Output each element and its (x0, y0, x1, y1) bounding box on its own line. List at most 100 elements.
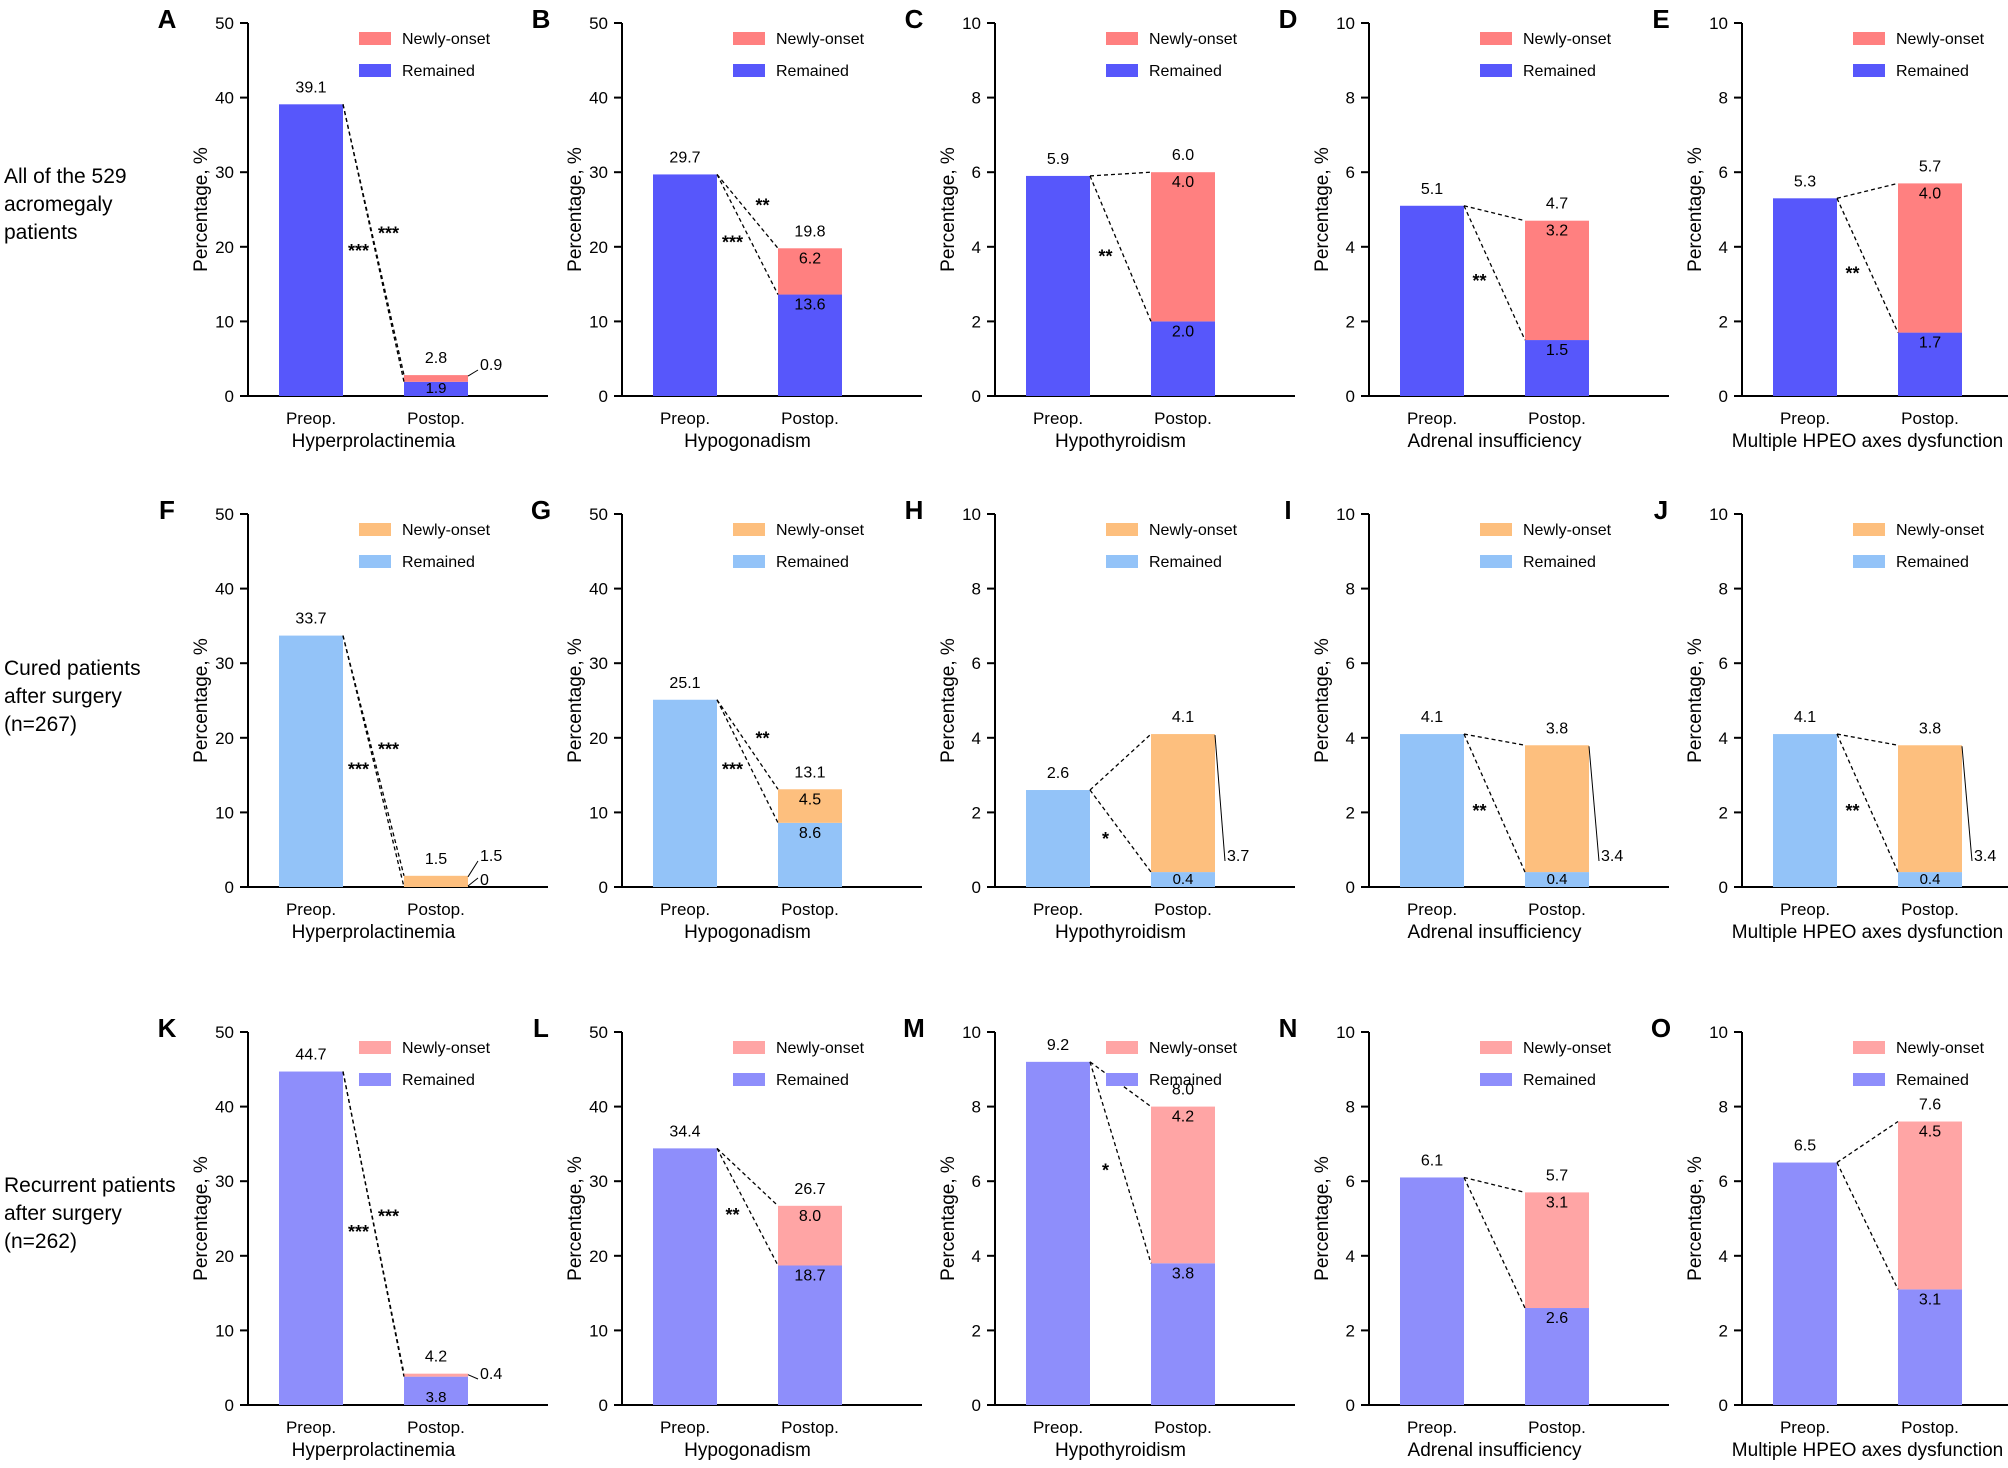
total-label-postop: 13.1 (794, 764, 825, 781)
bar-preop-remained (653, 174, 717, 396)
legend-label-remained: Remained (1149, 1072, 1222, 1089)
legend-label-newly-onset: Newly-onset (402, 1040, 491, 1057)
bar-postop-newly-onset (1525, 220, 1589, 341)
bar-preop-remained (279, 1071, 343, 1405)
bar-preop-remained (653, 1148, 717, 1405)
total-label-postop: 4.2 (425, 1349, 447, 1366)
y-axis-label: Percentage, % (1685, 638, 1706, 763)
bar-postop-remained (404, 1376, 468, 1405)
chart-panel-b: B 0 10 20 30 40 50 Percentage, % Preop. Postop. Hy… (532, 4, 922, 452)
x-axis-label: Hyperprolactinemia (292, 431, 456, 452)
x-tick-label: Postop. (1154, 409, 1212, 428)
bar-preop-remained (1026, 1061, 1090, 1405)
y-tick-label: 0 (1719, 387, 1728, 406)
panel-letter: M (903, 1013, 925, 1043)
leader-line (467, 877, 479, 887)
total-label-preop: 4.1 (1794, 709, 1816, 726)
y-tick-label: 4 (1346, 238, 1355, 257)
x-tick-label: Postop. (1901, 900, 1959, 919)
x-tick-label: Preop. (660, 409, 710, 428)
x-tick-label: Postop. (781, 409, 839, 428)
y-tick-label: 6 (1346, 1172, 1355, 1191)
x-tick-label: Postop. (1528, 409, 1586, 428)
y-tick-label: 40 (589, 580, 608, 599)
total-label-preop: 9.2 (1047, 1037, 1069, 1054)
legend-swatch-remained (359, 555, 391, 568)
bar-postop-newly-onset (1151, 734, 1215, 873)
total-label-preop: 34.4 (669, 1123, 700, 1140)
leader-line (1214, 735, 1226, 862)
significance-lower: ** (725, 1205, 739, 1225)
row-label-line: patients (4, 221, 78, 244)
legend-label-newly-onset: Newly-onset (776, 522, 865, 539)
connector-line-total (1463, 1176, 1526, 1194)
row-label-line: acromegaly (4, 193, 113, 216)
segment-label-remained: 3.8 (1172, 1265, 1194, 1282)
x-tick-label: Postop. (781, 900, 839, 919)
segment-label-remained: 1.5 (1546, 342, 1568, 359)
total-label-preop: 33.7 (295, 611, 326, 628)
x-tick-label: Preop. (660, 900, 710, 919)
x-tick-label: Preop. (1780, 1418, 1830, 1437)
significance-lower: * (1102, 1161, 1109, 1181)
legend-swatch-remained (1853, 555, 1885, 568)
significance-upper: *** (378, 224, 399, 244)
total-label-postop: 1.5 (425, 851, 447, 868)
panel-letter: E (1652, 4, 1669, 34)
leader-line (467, 1374, 479, 1380)
row-label-line: after surgery (4, 1202, 122, 1225)
y-tick-label: 40 (215, 1098, 234, 1117)
total-label-preop: 39.1 (295, 79, 326, 96)
panel-letter: G (531, 495, 551, 525)
connector-line-total (1836, 1120, 1899, 1164)
bar-postop-newly-onset (778, 248, 842, 295)
segment-label-newly-onset: 4.2 (1172, 1109, 1194, 1126)
x-tick-label: Preop. (1780, 409, 1830, 428)
bar-preop-remained (1400, 205, 1464, 396)
y-tick-label: 10 (962, 505, 981, 524)
bar-preop-remained (1026, 175, 1090, 396)
segment-label-newly-onset: 3.7 (1227, 848, 1249, 865)
segment-label-newly-onset: 1.5 (480, 848, 502, 865)
y-tick-label: 0 (225, 878, 234, 897)
legend-label-newly-onset: Newly-onset (402, 522, 491, 539)
segment-label-newly-onset: 3.4 (1974, 848, 1996, 865)
bar-postop-newly-onset (1525, 1192, 1589, 1309)
connector-line-remained (1089, 175, 1152, 322)
segment-label-newly-onset: 4.5 (799, 791, 821, 808)
chart-panel-d: D 0 2 4 6 8 10 Percentage, % Preop. Postop. Adrena… (1279, 4, 1669, 452)
legend-swatch-newly-onset (733, 1041, 765, 1054)
x-tick-label: Postop. (1528, 1418, 1586, 1437)
segment-label-newly-onset: 4.0 (1919, 185, 1941, 202)
y-axis-label: Percentage, % (1312, 1156, 1333, 1281)
segment-label-remained: 1.7 (1919, 335, 1941, 352)
legend-swatch-remained (733, 1073, 765, 1086)
connector-line-remained (716, 1148, 779, 1266)
legend-label-remained: Remained (1149, 554, 1222, 571)
bar-preop-remained (1773, 734, 1837, 887)
y-tick-label: 10 (1336, 1023, 1355, 1042)
row-label-2: Cured patients after surgery (n=267) (4, 655, 141, 739)
bar-preop-remained (1400, 1177, 1464, 1405)
segment-label-remained: 2.0 (1172, 323, 1194, 340)
connector-line-remained (342, 1071, 405, 1377)
x-tick-label: Preop. (1780, 900, 1830, 919)
y-tick-label: 30 (215, 163, 234, 182)
panel-letter: K (158, 1013, 177, 1043)
total-label-postop: 19.8 (794, 223, 825, 240)
panel-letter: I (1284, 495, 1291, 525)
connector-line-total (342, 635, 405, 876)
legend-label-remained: Remained (776, 63, 849, 80)
total-label-preop: 25.1 (669, 675, 700, 692)
y-tick-label: 8 (1346, 1098, 1355, 1117)
x-axis-label: Hypogonadism (684, 431, 811, 452)
legend-label-remained: Remained (1896, 554, 1969, 571)
bar-postop-remained (1525, 1308, 1589, 1405)
x-tick-label: Postop. (1901, 409, 1959, 428)
y-tick-label: 4 (1346, 1247, 1355, 1266)
total-label-preop: 5.1 (1421, 181, 1443, 198)
chart-panel-n: N 0 2 4 6 8 10 Percentage, % Preop. Postop. Adrena… (1279, 1013, 1669, 1461)
x-tick-label: Preop. (1407, 1418, 1457, 1437)
chart-panel-h: H 0 2 4 6 8 10 Percentage, % Preop. Postop. Hypoth… (905, 495, 1295, 943)
connector-line-remained (1089, 1061, 1152, 1264)
